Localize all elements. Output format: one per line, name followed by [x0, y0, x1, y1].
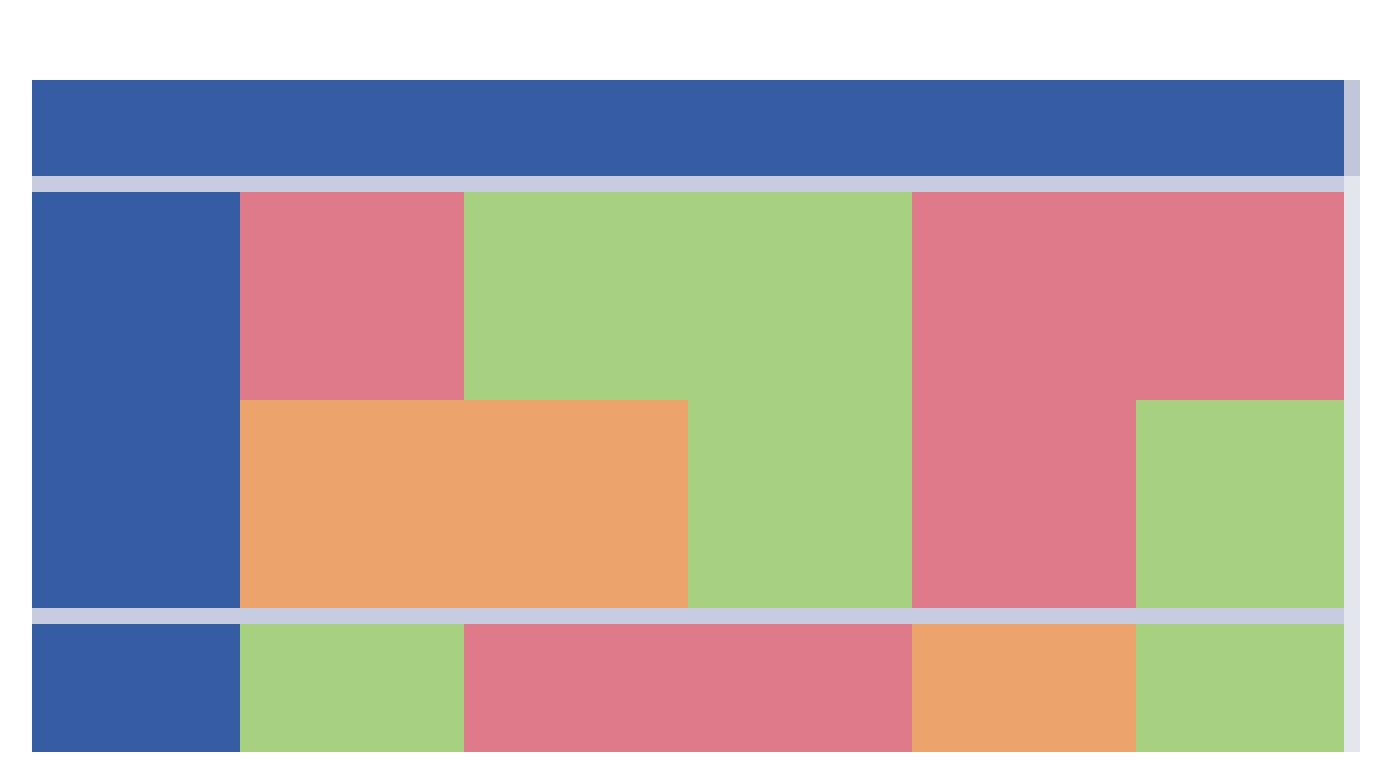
- table-row: [32, 80, 1344, 176]
- table-row: [32, 608, 1344, 624]
- table-cell: [32, 192, 240, 400]
- matrix-table: [32, 80, 1344, 752]
- table-cell: [688, 400, 912, 608]
- header-cell: [240, 80, 464, 176]
- header-cell: [688, 80, 912, 176]
- table-cell: [1136, 400, 1344, 608]
- table-cell: [32, 176, 1344, 192]
- header-cell: [464, 80, 688, 176]
- table-cell: [464, 624, 912, 752]
- header-cell: [1136, 80, 1344, 176]
- table-row: [32, 624, 1344, 752]
- table-cell: [912, 192, 1136, 608]
- table-row: [32, 192, 1344, 608]
- table-cell: [32, 400, 240, 608]
- table-cell: [1136, 192, 1344, 400]
- table-cell: [240, 192, 464, 400]
- table-cell: [464, 192, 912, 400]
- table-cell: [240, 624, 464, 752]
- table-row: [32, 400, 1344, 608]
- table-row: [32, 176, 1344, 192]
- table-cell: [912, 624, 1136, 752]
- table-cell: [1136, 624, 1344, 752]
- scrollbar[interactable]: [1344, 80, 1360, 752]
- scrollbar-thumb[interactable]: [1344, 80, 1360, 176]
- table-cell: [32, 624, 240, 752]
- header-cell: [32, 80, 240, 176]
- header-cell: [912, 80, 1136, 176]
- table-cell: [240, 400, 688, 608]
- table-cell: [32, 608, 1344, 624]
